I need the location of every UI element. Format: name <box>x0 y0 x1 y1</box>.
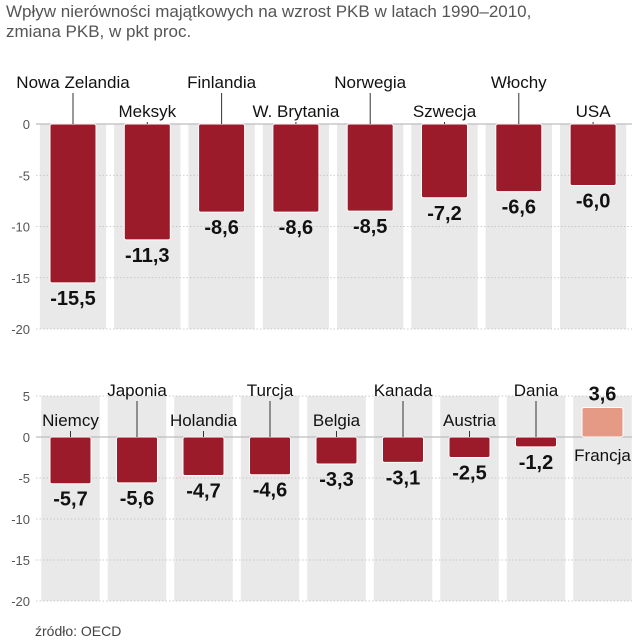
y-tick-label: -10 <box>11 220 30 235</box>
value-label-japonia: -5,6 <box>120 488 154 510</box>
value-label-belgia: -3,3 <box>319 469 353 491</box>
category-label-kanada: Kanada <box>374 381 433 400</box>
value-label-wlochy: -6,6 <box>502 197 536 219</box>
bar-belgia <box>315 436 358 465</box>
panel-strip <box>307 396 366 601</box>
value-label-usa: -6,0 <box>576 191 610 213</box>
y-tick-label: -10 <box>11 512 30 527</box>
category-label-holandia: Holandia <box>170 411 238 430</box>
value-label-w-brytania: -8,6 <box>279 217 313 239</box>
chart-title-line2: zmiana PKB, w pkt proc. <box>6 22 192 41</box>
value-label-kanada: -3,1 <box>386 467 420 489</box>
category-label-niemcy: Niemcy <box>42 411 99 430</box>
value-label-szwecja: -7,2 <box>427 203 461 225</box>
category-label-francja: Francja <box>574 446 631 465</box>
category-label-finlandia: Finlandia <box>187 73 257 92</box>
category-label-usa: USA <box>576 102 612 121</box>
category-label-wlochy: Włochy <box>491 73 547 92</box>
panel-strip <box>41 396 100 601</box>
value-label-finlandia: -8,6 <box>204 217 238 239</box>
y-tick-label: -20 <box>11 322 30 337</box>
category-label-norwegia: Norwegia <box>334 73 406 92</box>
panel-strip <box>440 396 499 601</box>
y-tick-label: -5 <box>18 168 30 183</box>
bar-niemcy <box>49 436 92 485</box>
bar-japonia <box>116 436 158 484</box>
value-label-dania: -1,2 <box>519 452 553 474</box>
panel-strip <box>174 396 233 601</box>
y-tick-label: 0 <box>23 430 30 445</box>
y-tick-label: -15 <box>11 553 30 568</box>
chart-title-line1: Wpływ nierówności majątkowych na wzrost … <box>6 2 532 21</box>
value-label-holandia: -4,7 <box>186 481 220 503</box>
category-label-w-brytania: W. Brytania <box>252 102 339 121</box>
y-tick-label: -15 <box>11 271 30 286</box>
category-label-meksyk: Meksyk <box>118 102 176 121</box>
y-tick-label: -20 <box>11 594 30 609</box>
y-tick-label: 5 <box>23 389 30 404</box>
bar-kanada <box>382 436 424 463</box>
category-label-dania: Dania <box>514 381 559 400</box>
value-label-nowa-zelandia: -15,5 <box>50 288 96 310</box>
value-label-turcja: -4,6 <box>253 480 287 502</box>
bar-dania <box>515 436 557 448</box>
value-label-francja: 3,6 <box>589 383 617 405</box>
value-label-norwegia: -8,5 <box>353 216 387 238</box>
value-label-niemcy: -5,7 <box>53 489 87 511</box>
category-label-turcja: Turcja <box>247 381 294 400</box>
bar-francja <box>581 406 624 438</box>
bar-turcja <box>249 436 291 476</box>
category-label-nowa-zelandia: Nowa Zelandia <box>16 73 130 92</box>
category-label-belgia: Belgia <box>313 411 361 430</box>
category-label-austria: Austria <box>443 411 496 430</box>
bar-austria <box>448 436 491 458</box>
category-label-szwecja: Szwecja <box>413 102 477 121</box>
value-label-meksyk: -11,3 <box>125 245 169 267</box>
y-tick-label: 0 <box>23 117 30 132</box>
y-tick-label: -5 <box>18 471 30 486</box>
value-label-austria: -2,5 <box>452 463 486 485</box>
bar-holandia <box>182 436 225 477</box>
category-label-japonia: Japonia <box>107 381 167 400</box>
source-note: źródło: OECD <box>35 623 122 639</box>
